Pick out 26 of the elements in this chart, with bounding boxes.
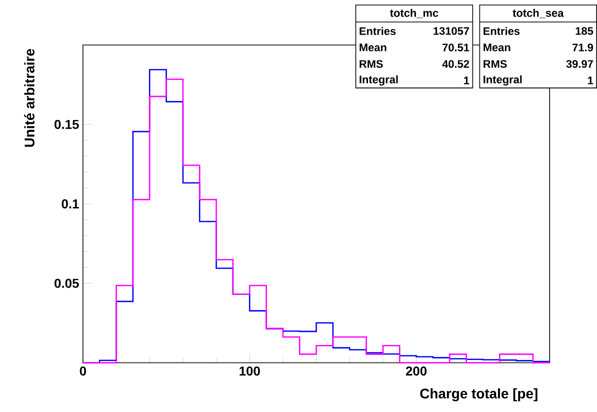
text: totch_sea bbox=[512, 8, 564, 18]
text: 185 bbox=[576, 27, 594, 35]
text: 131057 bbox=[434, 27, 469, 35]
text: 1 bbox=[588, 76, 594, 84]
text: totch_mc bbox=[390, 8, 438, 18]
annotation: Integral bbox=[360, 75, 398, 86]
x-tick-label: 200 bbox=[406, 366, 427, 376]
annotation: 70.51 bbox=[442, 44, 470, 52]
x-tick-label: 100 bbox=[240, 366, 260, 376]
text: 71.9 bbox=[572, 44, 593, 52]
text: Entries bbox=[484, 27, 520, 36]
annotation: 40.52 bbox=[442, 60, 470, 68]
annotation: Integral bbox=[484, 75, 522, 86]
y-axis-title: Unité arbitraire bbox=[24, 49, 34, 147]
text: 39.97 bbox=[566, 60, 593, 68]
text: Entries bbox=[360, 27, 396, 36]
y-tick-label: 0.05 bbox=[54, 278, 79, 288]
annotation: RMS bbox=[484, 60, 507, 68]
y-tick-label: 0.1 bbox=[62, 199, 79, 209]
annotation: 1 bbox=[464, 76, 470, 84]
annotation: RMS bbox=[360, 60, 383, 68]
annotation: Mean bbox=[360, 44, 386, 52]
y-tick-label: 0.15 bbox=[54, 120, 79, 130]
annotation: Mean bbox=[484, 44, 510, 52]
x-tick-label: 0 bbox=[80, 366, 86, 376]
x-axis-title: Charge totale [pe] bbox=[420, 388, 538, 402]
